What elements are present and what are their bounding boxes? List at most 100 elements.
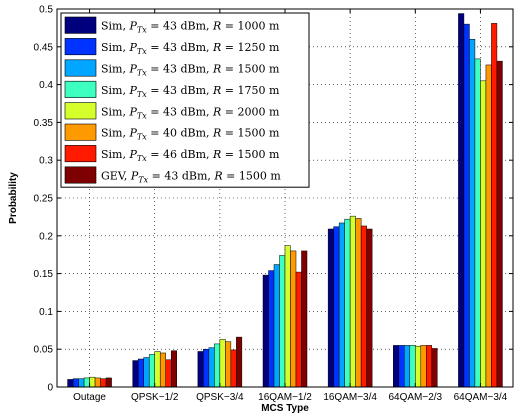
legend-swatch bbox=[64, 166, 97, 184]
bar bbox=[148, 354, 155, 388]
y-tick-label: 0.35 bbox=[34, 118, 54, 129]
bar bbox=[485, 64, 492, 388]
bar bbox=[279, 255, 286, 388]
x-tick-label: 64QAM−2/3 bbox=[388, 392, 442, 403]
bar bbox=[72, 378, 79, 388]
x-tick-label: QPSK−3/4 bbox=[196, 392, 244, 403]
legend-label: Sim, PTx = 43 dBm, R = 1750 m bbox=[101, 84, 280, 99]
bar bbox=[398, 345, 405, 388]
bar bbox=[208, 347, 215, 388]
bar bbox=[89, 376, 96, 388]
y-tick-label: 0.15 bbox=[34, 269, 54, 280]
bar bbox=[420, 345, 427, 388]
y-tick-label: 0.4 bbox=[39, 80, 53, 91]
legend-item: Sim, PTx = 43 dBm, R = 1500 m bbox=[64, 59, 280, 78]
legend-item: Sim, PTx = 46 dBm, R = 1500 m bbox=[64, 145, 280, 163]
bar bbox=[105, 377, 112, 388]
bar bbox=[262, 274, 269, 388]
bar bbox=[203, 348, 210, 388]
x-tick-label: 16QAM−3/4 bbox=[323, 392, 377, 403]
bar bbox=[409, 345, 416, 388]
x-tick-label: QPSK−1/2 bbox=[131, 392, 179, 403]
bar bbox=[463, 23, 470, 388]
x-tick-label: 16QAM−1/2 bbox=[258, 392, 312, 403]
bar bbox=[393, 345, 400, 388]
bar bbox=[301, 250, 308, 388]
legend-swatch bbox=[64, 102, 97, 120]
bar bbox=[143, 357, 150, 388]
bar bbox=[165, 359, 172, 388]
x-axis-ticks: Outage QPSK−1/2 QPSK−3/4 16QAM−1/2 16QAM−3/4… bbox=[73, 9, 508, 403]
bar bbox=[78, 378, 85, 388]
y-tick-label: 0.45 bbox=[34, 42, 54, 53]
bar-series bbox=[105, 60, 503, 388]
legend-swatch bbox=[64, 59, 97, 77]
bar bbox=[273, 264, 280, 388]
legend-label: Sim, PTx = 46 dBm, R = 1500 m bbox=[101, 148, 280, 163]
bar bbox=[137, 358, 144, 388]
y-tick-label: 0.2 bbox=[39, 231, 53, 242]
bar bbox=[349, 215, 356, 388]
legend-label: Sim, PTx = 43 dBm, R = 2000 m bbox=[101, 105, 280, 120]
legend-swatch bbox=[64, 16, 97, 34]
bar bbox=[219, 339, 226, 388]
bar bbox=[159, 352, 166, 388]
y-tick-label: 0.3 bbox=[39, 156, 53, 167]
legend-swatch bbox=[64, 80, 97, 98]
bar bbox=[132, 360, 139, 388]
legend-label: Sim, PTx = 40 dBm, R = 1500 m bbox=[101, 127, 280, 142]
y-tick-label: 0.25 bbox=[34, 194, 54, 205]
legend: Sim, PTx = 43 dBm, R = 1000 m Sim, PTx = … bbox=[60, 12, 310, 188]
bar bbox=[170, 350, 177, 388]
legend-label: GEV, PTx = 43 dBm, R = 1500 m bbox=[101, 170, 281, 185]
bar bbox=[197, 351, 204, 388]
legend-item: Sim, PTx = 43 dBm, R = 1750 m bbox=[64, 80, 280, 99]
y-tick-label: 0 bbox=[47, 383, 53, 394]
bar bbox=[426, 345, 433, 388]
bar bbox=[225, 341, 232, 388]
bar bbox=[458, 13, 465, 388]
bar bbox=[469, 38, 476, 388]
y-tick-label: 0.5 bbox=[39, 5, 53, 16]
bar bbox=[67, 379, 74, 388]
bar bbox=[327, 228, 334, 388]
bar bbox=[333, 226, 340, 388]
legend-item: Sim, PTx = 43 dBm, R = 2000 m bbox=[64, 102, 280, 120]
bar bbox=[474, 58, 481, 388]
legend-swatch bbox=[64, 145, 97, 163]
bar bbox=[480, 80, 487, 388]
bar bbox=[491, 23, 498, 388]
bar bbox=[415, 345, 422, 388]
legend-swatch bbox=[64, 123, 97, 141]
bar bbox=[344, 218, 351, 388]
legend-item: GEV, PTx = 43 dBm, R = 1500 m bbox=[64, 166, 281, 185]
y-axis-ticks: 0 0.05 0.1 0.15 0.2 0.25 0.3 0.35 0.4 0.45 0.5 bbox=[34, 5, 513, 394]
legend-swatch bbox=[64, 38, 97, 56]
legend-item: Sim, PTx = 43 dBm, R = 1000 m bbox=[64, 16, 280, 35]
legend-item: Sim, PTx = 43 dBm, R = 1250 m bbox=[64, 38, 280, 56]
bar bbox=[214, 343, 221, 388]
bar bbox=[154, 351, 161, 388]
bar bbox=[355, 218, 362, 388]
bar bbox=[284, 245, 291, 388]
bar bbox=[83, 377, 90, 388]
legend-box bbox=[60, 12, 310, 188]
y-tick-label: 0.1 bbox=[39, 307, 53, 318]
legend-item: Sim, PTx = 40 dBm, R = 1500 m bbox=[64, 123, 280, 142]
bar-series-group bbox=[67, 13, 503, 388]
x-tick-label: Outage bbox=[73, 392, 106, 403]
bar bbox=[236, 336, 243, 388]
bar bbox=[496, 60, 503, 388]
legend-label: Sim, PTx = 43 dBm, R = 1250 m bbox=[101, 41, 280, 56]
y-axis-label: Probability bbox=[8, 172, 19, 224]
bar bbox=[404, 345, 411, 388]
legend-label: Sim, PTx = 43 dBm, R = 1000 m bbox=[101, 20, 280, 35]
bar bbox=[431, 348, 438, 388]
bar bbox=[268, 270, 275, 388]
bar bbox=[360, 225, 367, 388]
bar bbox=[230, 349, 237, 388]
bar bbox=[290, 250, 297, 388]
y-tick-label: 0.05 bbox=[34, 345, 54, 356]
x-tick-label: 64QAM−3/4 bbox=[454, 392, 508, 403]
bar bbox=[94, 377, 101, 388]
